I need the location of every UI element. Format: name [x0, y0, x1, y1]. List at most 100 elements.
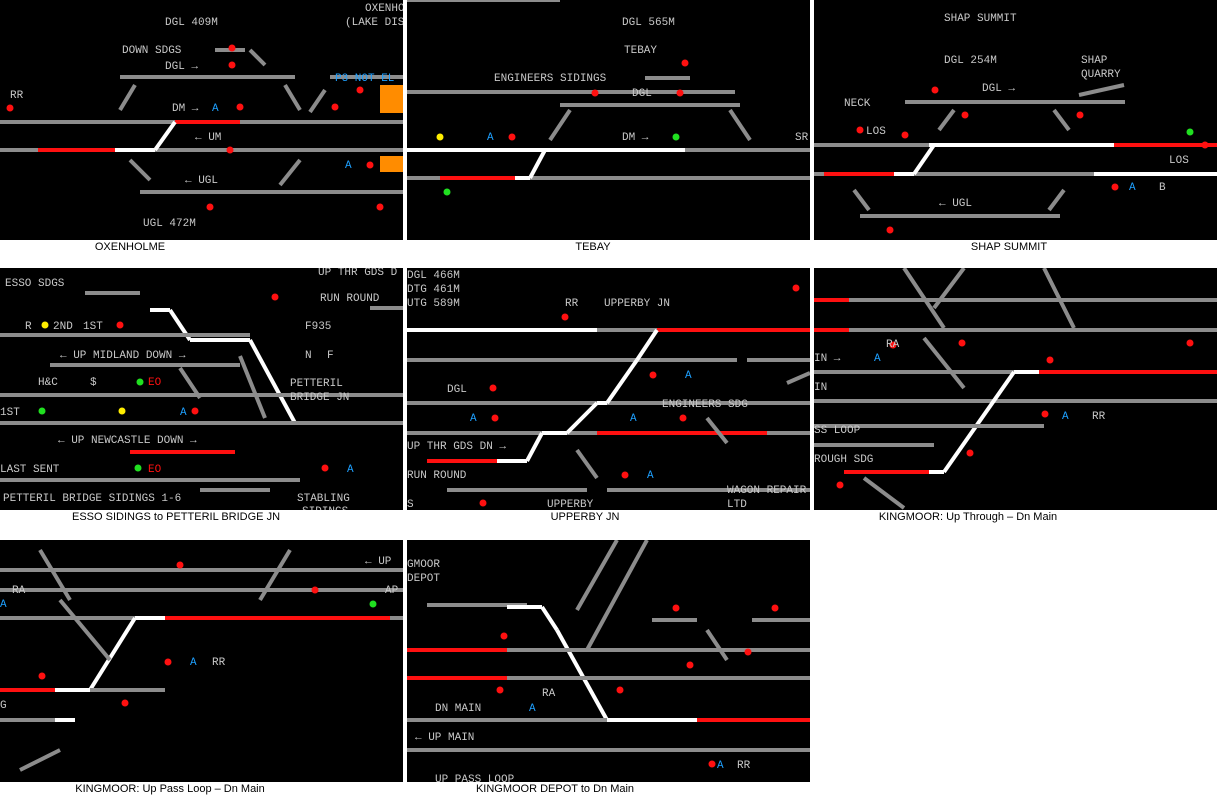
signal [1186, 128, 1194, 136]
signal [676, 89, 684, 97]
panel-label: DGL 466M [407, 270, 460, 282]
panel-label: A [0, 599, 7, 611]
panel-label: SS LOOP [814, 425, 861, 437]
panel-caption: KINGMOOR: Up Pass Loop – Dn Main [75, 783, 265, 795]
panel-label: DGL 254M [944, 55, 997, 67]
signal [116, 321, 124, 329]
signal [836, 481, 844, 489]
panel-label: ← UGL [939, 198, 972, 210]
panel-caption: ESSO SIDINGS to PETTERIL BRIDGE JN [72, 511, 280, 523]
panel: DGL 565M TEBAY ENGINEERS SIDINGS DGL A DM → SR [407, 0, 810, 240]
signal [1046, 356, 1054, 364]
signal [1186, 339, 1194, 347]
panel-label: UP THR GDS D [318, 267, 398, 279]
panel-label: DGL [632, 88, 652, 100]
panel-background [814, 268, 1217, 510]
panel-label: ← UP [365, 556, 392, 568]
signal [901, 131, 909, 139]
signal [228, 61, 236, 69]
panel-label: LAST SENT [0, 464, 60, 476]
signal [366, 161, 374, 169]
panel: DGL 409M OXENHO (LAKE DIS DOWN SDGS DGL → P3 … [0, 0, 405, 240]
signal [1201, 141, 1209, 149]
signal [1076, 111, 1084, 119]
panel-label: RUN ROUND [320, 293, 380, 305]
track [278, 158, 302, 187]
panel-label: 2ND [53, 321, 73, 333]
panel-caption: KINGMOOR: Up Through – Dn Main [879, 511, 1057, 523]
signal [41, 321, 49, 329]
track [1042, 268, 1076, 329]
track [585, 540, 649, 651]
track [19, 748, 61, 772]
track [283, 83, 302, 112]
panel: RA A IN → IN A RR SS LOOP ROUGH SDG [814, 268, 1217, 510]
track [38, 548, 72, 602]
track [555, 629, 609, 721]
panel-background [814, 0, 1217, 240]
track [248, 48, 267, 67]
signal [856, 126, 864, 134]
panel-label: DTG 461M [407, 284, 460, 296]
panel-label: UP THR GDS DN → [407, 441, 506, 453]
panel-caption: OXENHOLME [95, 241, 165, 253]
track [942, 370, 1016, 474]
signal [681, 59, 689, 67]
track [852, 188, 871, 212]
signal [771, 604, 779, 612]
signal [176, 561, 184, 569]
panel-label: G [0, 700, 7, 712]
panel-label: DGL [447, 384, 467, 396]
signal [672, 604, 680, 612]
track [548, 108, 572, 142]
panel-label: DM → [172, 103, 199, 115]
panel-label: A [1129, 182, 1136, 194]
signal [136, 378, 144, 386]
signal [331, 103, 339, 111]
track [705, 416, 729, 445]
panel-label: A [685, 370, 692, 382]
signal [121, 699, 129, 707]
panel-label: EO [148, 464, 162, 476]
platform [380, 156, 403, 172]
panel-label: LOS [1169, 155, 1189, 167]
panel-label: RA [886, 339, 900, 351]
panel-label: RR [212, 657, 226, 669]
panel-label: RA [542, 688, 556, 700]
panel-label: A [630, 413, 637, 425]
panel-label: A [212, 103, 219, 115]
panel-label: (LAKE DIS [345, 17, 405, 29]
panel-label: A [487, 132, 494, 144]
signal [649, 371, 657, 379]
signal [500, 632, 508, 640]
panel-caption: TEBAY [575, 241, 611, 253]
track [565, 401, 599, 435]
panel-label: BRIDGE JN [290, 392, 349, 404]
panel-label: PETTERIL BRIDGE SIDINGS 1-6 [3, 493, 181, 505]
signal [672, 133, 680, 141]
track [937, 108, 956, 132]
panel-label: F935 [305, 321, 331, 333]
panel-label: RR [737, 760, 751, 772]
panel-label: ← UP MAIN [415, 732, 474, 744]
panel-label: RR [10, 90, 24, 102]
signal [1041, 410, 1049, 418]
signal [38, 672, 46, 680]
panel-label: ENGINEERS SDG [662, 399, 748, 411]
panel-label: DN MAIN [435, 703, 481, 715]
signal [228, 44, 236, 52]
signal [236, 103, 244, 111]
panel-label: A [470, 413, 477, 425]
signal [369, 600, 377, 608]
signal [356, 86, 364, 94]
signal [961, 111, 969, 119]
track [912, 143, 936, 176]
panel-caption: SHAP SUMMIT [971, 241, 1047, 253]
signal [38, 407, 46, 415]
panel-caption: KINGMOOR DEPOT to Dn Main [476, 783, 634, 795]
track [528, 149, 547, 179]
panel-label: A [1062, 411, 1069, 423]
track [705, 628, 729, 662]
panel-label: UTG 589M [407, 298, 460, 310]
signal [436, 133, 444, 141]
